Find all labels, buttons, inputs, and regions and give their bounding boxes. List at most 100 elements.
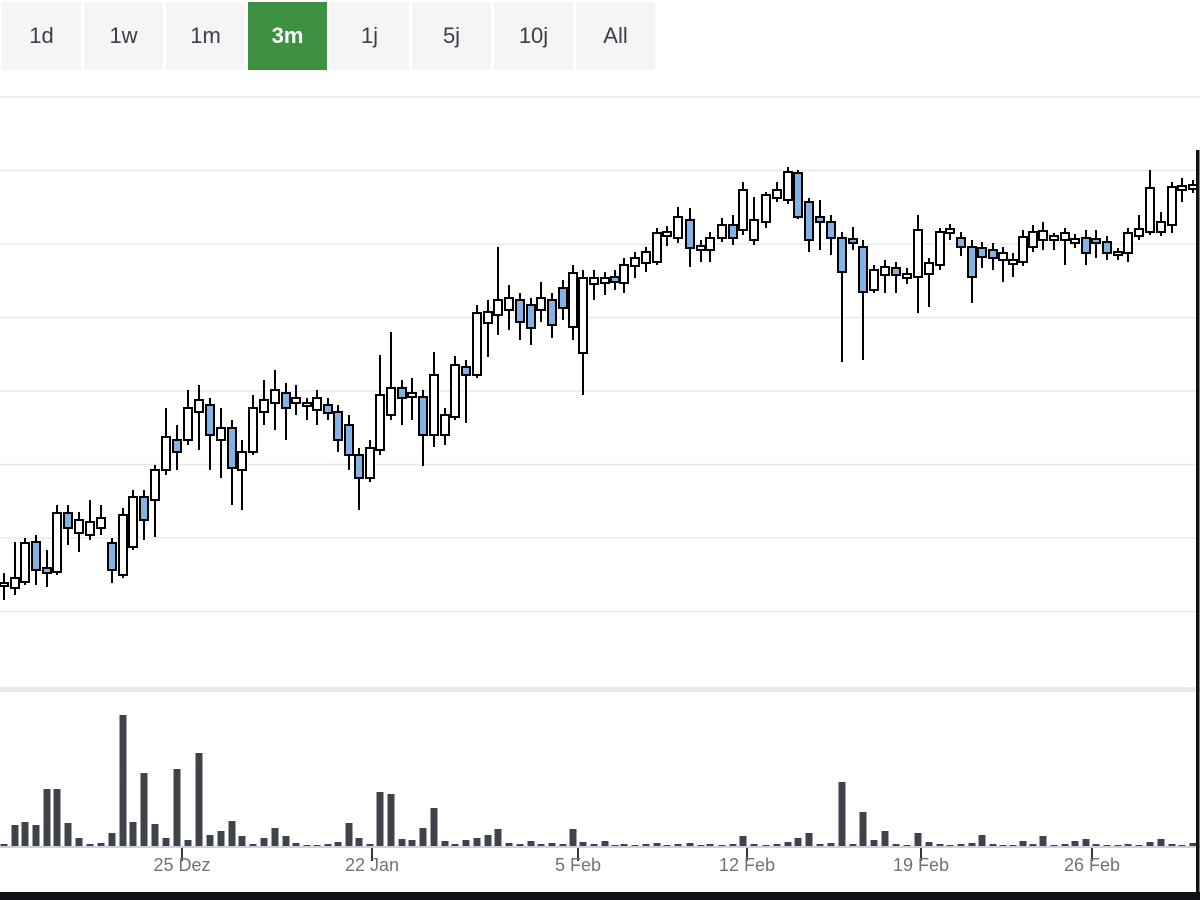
candle [1070, 234, 1080, 248]
candle [118, 508, 128, 578]
candle [568, 265, 578, 340]
candle-body [31, 541, 41, 571]
candle-body [761, 194, 771, 223]
volume-bar [11, 825, 19, 846]
range-button-3m[interactable]: 3m [248, 2, 327, 70]
candle [270, 370, 280, 430]
candle [685, 208, 695, 267]
candle-body [0, 582, 9, 587]
candle [472, 305, 482, 378]
candle-body [536, 297, 546, 311]
candle [515, 293, 525, 340]
candle-body [641, 251, 651, 264]
candle-body [52, 512, 62, 573]
candle [619, 258, 629, 293]
volume-bar [345, 823, 353, 846]
volume-bar [64, 823, 72, 846]
candle-body [386, 387, 396, 416]
candle-body [935, 231, 945, 266]
candle [630, 252, 640, 278]
candle-body [705, 237, 715, 251]
price-pane [0, 167, 1198, 600]
volume-bar [355, 838, 363, 846]
volume-bar [1157, 839, 1165, 846]
candle-body [20, 542, 30, 583]
candle [248, 395, 258, 455]
candle-body [418, 396, 428, 436]
candle [558, 280, 568, 320]
candle-body [461, 366, 471, 376]
candle-body [227, 427, 237, 469]
range-button-1d[interactable]: 1d [2, 2, 81, 70]
candle [1038, 222, 1048, 250]
x-axis-label: 26 Feb [1064, 855, 1120, 875]
candle [323, 398, 333, 420]
candle [344, 415, 354, 470]
candle [42, 550, 52, 587]
candle-body [1060, 232, 1070, 241]
range-button-1w[interactable]: 1w [84, 2, 163, 70]
range-button-1m[interactable]: 1m [166, 2, 245, 70]
candle-body [967, 246, 977, 278]
candle-body [924, 262, 934, 275]
candle [1123, 228, 1133, 262]
volume-bar [151, 824, 159, 846]
volume-bar [816, 844, 824, 846]
candle-body [696, 245, 706, 251]
candle-body [365, 447, 375, 479]
candle-body [237, 451, 247, 471]
range-button-5j[interactable]: 5j [412, 2, 491, 70]
candle-body [772, 189, 782, 199]
volume-bar [750, 844, 758, 846]
volume-bar [925, 842, 933, 846]
candle-body [913, 229, 923, 278]
candle [150, 465, 160, 537]
candle-body [150, 469, 160, 501]
volume-bar [1092, 844, 1100, 846]
candle-body [291, 397, 301, 404]
candle [227, 420, 237, 505]
volume-bar [957, 844, 965, 846]
x-axis-label: 22 Jan [345, 855, 399, 875]
candle-body [589, 277, 599, 285]
volume-bar [870, 840, 878, 846]
candle-body [600, 277, 610, 284]
volume-bar [569, 829, 577, 846]
volume-bar [729, 844, 737, 846]
volume-bar [484, 835, 492, 846]
volume-bar [611, 845, 619, 846]
candle-body [333, 411, 343, 441]
range-button-10j[interactable]: 10j [494, 2, 573, 70]
candle-body [630, 257, 640, 267]
volume-bar [441, 841, 449, 846]
volume-bar [1039, 836, 1047, 846]
candle [10, 542, 20, 595]
candle [848, 227, 858, 250]
candle [1081, 230, 1091, 265]
volume-bar [108, 833, 116, 846]
volume-bar [260, 838, 268, 846]
range-button-1j[interactable]: 1j [330, 2, 409, 70]
x-axis-line [0, 846, 1200, 848]
range-button-All[interactable]: All [576, 2, 655, 70]
candle [31, 535, 41, 585]
candle-body [375, 394, 385, 451]
volume-bar [419, 828, 427, 846]
candle [869, 265, 879, 293]
candle-body [128, 496, 138, 548]
volume-bar [228, 821, 236, 846]
volume-bar [43, 789, 51, 846]
candle-body [1113, 251, 1123, 256]
candle [375, 355, 385, 455]
candle [793, 170, 803, 219]
candle [407, 378, 417, 420]
candle [988, 243, 998, 270]
volume-bar [784, 842, 792, 846]
candle-body [63, 512, 73, 529]
candle [705, 232, 715, 262]
volume-bar [1082, 839, 1090, 846]
candle-body [547, 299, 557, 326]
candle [945, 224, 955, 240]
volume-bar [590, 844, 598, 846]
